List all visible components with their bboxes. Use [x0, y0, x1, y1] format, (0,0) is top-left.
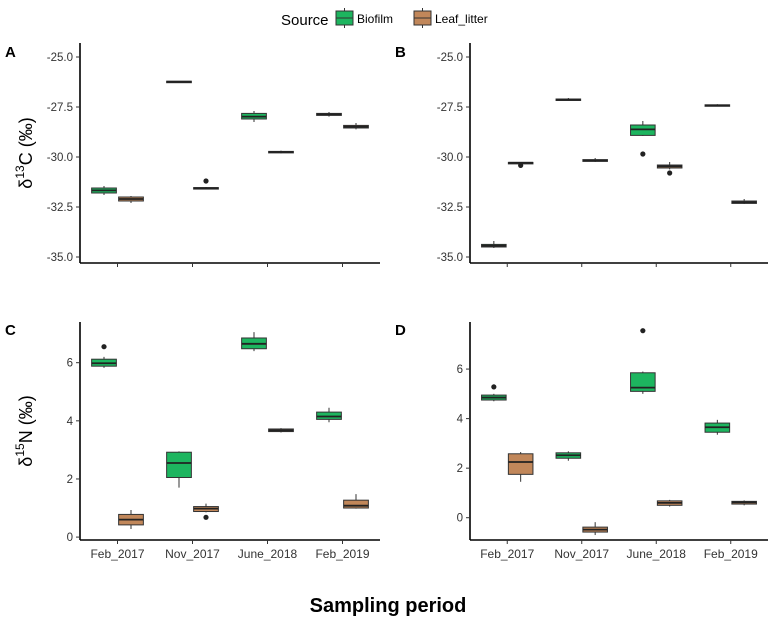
- series-biofilm: [91, 80, 342, 195]
- y-tick-label: 0: [457, 513, 463, 525]
- box: [582, 158, 608, 162]
- y-tick-label: -25.0: [47, 52, 73, 64]
- series-leaf-litter: [118, 428, 369, 529]
- box: [731, 199, 757, 204]
- outlier-point: [640, 328, 646, 334]
- outlier-point: [640, 151, 646, 157]
- y-axis-title: δ15N (‰): [13, 395, 36, 466]
- outlier-point: [203, 514, 209, 520]
- outlier-point: [518, 162, 524, 168]
- y-tick-label: -27.5: [47, 102, 73, 114]
- outlier-point: [101, 344, 107, 350]
- y-tick-label: 2: [457, 463, 463, 475]
- box: [656, 499, 683, 507]
- legend: Source Biofilm Leaf_litter: [281, 8, 488, 29]
- panel-label: B: [395, 44, 406, 61]
- y-tick-label: -32.5: [47, 202, 73, 214]
- y-tick-label: 6: [67, 358, 73, 370]
- box: [704, 419, 731, 435]
- outlier-point: [667, 170, 673, 176]
- box-body: [507, 453, 534, 475]
- box: [481, 384, 507, 402]
- box: [343, 123, 369, 130]
- box: [656, 162, 683, 176]
- x-tick-label: Feb_2017: [90, 547, 144, 561]
- y-tick-label: 4: [457, 414, 464, 426]
- y-tick-label: 6: [457, 364, 463, 376]
- y-tick-label: -30.0: [47, 152, 73, 164]
- x-tick-label: Feb_2019: [315, 547, 369, 561]
- y-axis-title: δ13C (‰): [13, 117, 36, 188]
- box-body: [343, 499, 369, 509]
- x-tick-label: Feb_2017: [480, 547, 534, 561]
- x-tick-label: Nov_2017: [554, 547, 609, 561]
- y-tick-label: -27.5: [437, 102, 463, 114]
- y-tick-label: -35.0: [47, 252, 73, 264]
- box: [630, 328, 656, 394]
- x-tick-label: Feb_2019: [704, 547, 758, 561]
- panel-c: C 0 2 4 6 Feb_2017 Nov_2017 June_2018 Feb_2019 δ1…: [5, 322, 380, 561]
- box: [91, 186, 117, 195]
- box: [118, 196, 144, 203]
- series-leaf-litter: [507, 452, 757, 536]
- legend-entry-biofilm: Biofilm: [335, 8, 393, 28]
- box: [343, 494, 369, 509]
- outlier-point: [203, 178, 209, 184]
- box: [555, 98, 582, 101]
- outlier-point: [491, 384, 497, 390]
- y-tick-label: 2: [67, 474, 73, 486]
- box: [193, 178, 219, 190]
- box: [241, 332, 267, 352]
- x-tick-label: June_2018: [627, 547, 687, 561]
- box: [268, 150, 294, 154]
- series-biofilm: [91, 332, 342, 488]
- box: [316, 112, 342, 117]
- box: [704, 104, 731, 107]
- panel-label: D: [395, 322, 406, 339]
- box: [91, 344, 117, 368]
- box: [316, 407, 342, 423]
- box: [166, 451, 192, 488]
- panel-b: B -35.0 -32.5 -30.0 -27.5 -25.0: [395, 43, 768, 267]
- y-tick-label: -30.0: [437, 152, 463, 164]
- legend-label: Biofilm: [357, 12, 393, 26]
- box: [193, 503, 219, 520]
- box: [555, 451, 582, 461]
- legend-title: Source: [281, 12, 329, 29]
- x-tick-label: Nov_2017: [165, 547, 220, 561]
- x-axis-title: Sampling period: [310, 595, 467, 617]
- panel-label: C: [5, 322, 16, 339]
- y-tick-label: -32.5: [437, 202, 463, 214]
- box: [507, 161, 534, 168]
- series-biofilm: [481, 328, 731, 461]
- box-body: [630, 372, 656, 392]
- box: [731, 500, 757, 506]
- y-tick-label: -35.0: [437, 252, 463, 264]
- box: [481, 241, 507, 248]
- panel-a: A -35.0 -32.5 -30.0 -27.5 -25.0 δ13C (‰): [5, 43, 380, 267]
- y-tick-label: -25.0: [437, 52, 463, 64]
- x-tick-label: June_2018: [238, 547, 298, 561]
- box: [582, 522, 608, 536]
- box: [118, 510, 144, 529]
- series-leaf-litter: [507, 158, 757, 204]
- legend-entry-leaf-litter: Leaf_litter: [413, 8, 488, 28]
- panels: A -35.0 -32.5 -30.0 -27.5 -25.0 δ13C (‰) B -35.0…: [5, 43, 768, 561]
- box-body: [166, 451, 192, 479]
- panel-label: A: [5, 44, 16, 61]
- box: [268, 428, 294, 433]
- y-tick-label: 4: [67, 416, 74, 428]
- series-biofilm: [481, 98, 731, 248]
- box: [507, 452, 534, 482]
- series-leaf-litter: [118, 123, 369, 203]
- box: [166, 80, 192, 84]
- y-tick-label: 0: [67, 532, 73, 544]
- box: [630, 121, 656, 157]
- legend-label: Leaf_litter: [435, 12, 488, 26]
- panel-d: D 0 2 4 6 Feb_2017 Nov_2017 June_2018 Feb_2019: [395, 322, 768, 561]
- box: [241, 111, 267, 122]
